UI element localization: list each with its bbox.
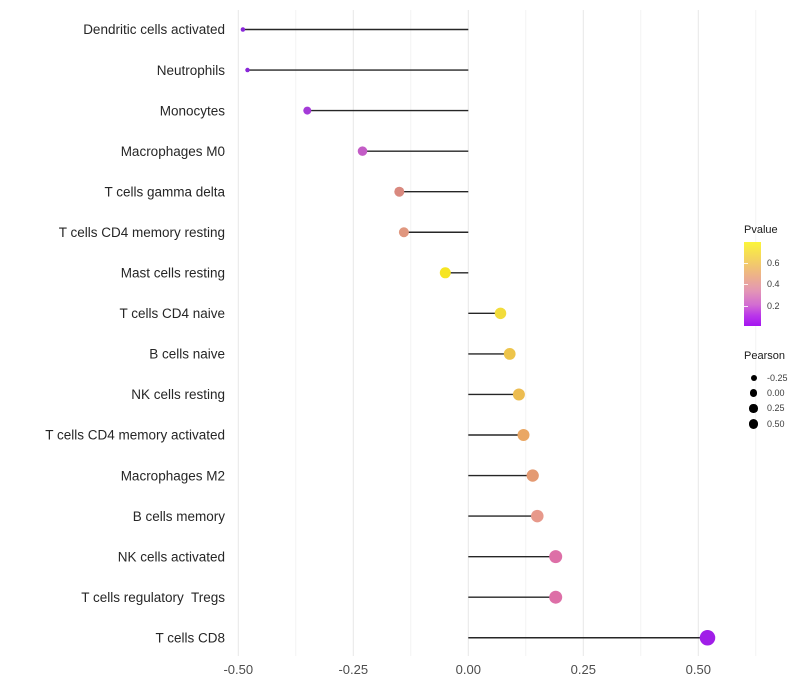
lollipop-dot xyxy=(549,590,563,604)
lollipop-dot xyxy=(531,509,544,523)
pearson-dot-cell xyxy=(744,404,763,413)
category-label: B cells memory xyxy=(133,509,226,524)
pearson-size-label: 0.25 xyxy=(767,403,785,414)
category-label: NK cells activated xyxy=(118,549,225,564)
pearson-size-label: 0.00 xyxy=(767,388,785,399)
x-tick-label: -0.50 xyxy=(223,662,253,677)
lollipop-dot xyxy=(394,186,405,197)
lollipop-dot xyxy=(357,146,368,156)
lollipop-dot xyxy=(549,550,563,564)
pvalue-colorbar-wrap: 0.6 0.4 0.2 xyxy=(744,242,780,326)
category-label: NK cells resting xyxy=(131,387,225,402)
category-label: T cells CD8 xyxy=(155,630,225,645)
pearson-size-dot xyxy=(749,404,758,413)
x-tick-label: -0.25 xyxy=(338,662,368,677)
pvalue-colorbar xyxy=(744,242,761,326)
pearson-legend: Pearson -0.25 0.00 0.25 0.50 xyxy=(744,350,800,432)
pvalue-colorbar-tick xyxy=(744,305,748,307)
pearson-dot-cell xyxy=(744,389,763,397)
pvalue-legend-title: Pvalue xyxy=(744,224,778,236)
pearson-legend-items: -0.25 0.00 0.25 0.50 xyxy=(744,370,800,432)
category-label: Mast cells resting xyxy=(121,266,225,281)
lollipop-dot xyxy=(303,106,312,115)
category-label: T cells CD4 memory resting xyxy=(59,225,225,240)
pvalue-colorbar-tick-label: 0.6 xyxy=(767,258,780,268)
category-label: Dendritic cells activated xyxy=(83,22,225,37)
x-tick-label: 0.25 xyxy=(571,662,596,677)
lollipop-dot xyxy=(517,429,530,441)
lollipop-dot xyxy=(494,307,507,320)
lollipop-dot xyxy=(240,27,246,32)
category-label: T cells CD4 memory activated xyxy=(45,428,225,443)
pearson-size-dot xyxy=(750,374,757,381)
pearson-size-dot xyxy=(748,419,759,429)
lollipop-dot xyxy=(503,348,516,360)
category-label: Macrophages M2 xyxy=(121,468,225,483)
lollipop-dot xyxy=(526,469,539,482)
category-label: Macrophages M0 xyxy=(121,144,225,159)
pvalue-colorbar-tick xyxy=(744,263,748,264)
lollipop-dot xyxy=(398,227,409,238)
pvalue-colorbar-tick xyxy=(744,284,748,286)
category-label: T cells regulatory Tregs xyxy=(81,590,225,605)
lollipop-dot xyxy=(439,267,451,279)
pearson-dot-cell xyxy=(744,374,763,381)
category-label: B cells naive xyxy=(149,347,225,362)
pearson-legend-item: 0.50 xyxy=(744,416,800,431)
pvalue-colorbar-tick-label: 0.2 xyxy=(767,300,780,311)
pearson-size-label: 0.50 xyxy=(767,418,785,429)
category-label: T cells CD4 naive xyxy=(119,306,225,321)
pearson-legend-item: -0.25 xyxy=(744,370,800,385)
lollipop-dot xyxy=(512,388,525,401)
pearson-legend-item: 0.00 xyxy=(744,385,800,400)
pearson-size-label: -0.25 xyxy=(767,372,788,383)
category-label: T cells gamma delta xyxy=(104,184,225,199)
category-label: Monocytes xyxy=(160,103,226,118)
pvalue-colorbar-tick-label: 0.4 xyxy=(767,279,780,290)
pearson-legend-title: Pearson xyxy=(744,350,785,362)
x-tick-label: 0.00 xyxy=(456,662,481,677)
pearson-legend-item: 0.25 xyxy=(744,401,800,416)
pearson-dot-cell xyxy=(744,419,763,429)
pearson-size-dot xyxy=(749,389,758,397)
lollipop-dot xyxy=(699,630,716,646)
category-label: Neutrophils xyxy=(157,63,226,78)
x-tick-label: 0.50 xyxy=(686,662,711,677)
lollipop-dot xyxy=(245,67,250,73)
pvalue-legend: Pvalue 0.6 0.4 0.2 xyxy=(744,224,800,326)
